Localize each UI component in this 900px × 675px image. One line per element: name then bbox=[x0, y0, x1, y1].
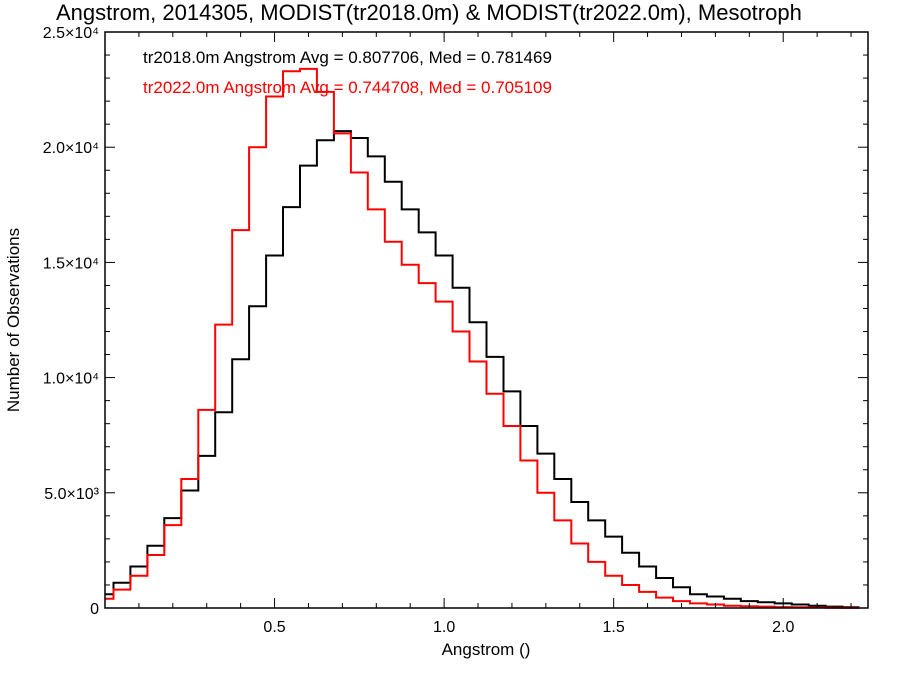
annotations-layer: tr2018.0m Angstrom Avg = 0.807706, Med =… bbox=[143, 48, 552, 97]
stats-annotation-tr2022.0m: tr2022.0m Angstrom Avg = 0.744708, Med =… bbox=[143, 78, 552, 97]
chart-title: Angstrom, 2014305, MODIST(tr2018.0m) & M… bbox=[56, 0, 802, 25]
y-tick-label: 1.5×10⁴ bbox=[43, 255, 99, 272]
y-tick-label: 0 bbox=[90, 601, 99, 618]
x-tick-label: 1.0 bbox=[433, 619, 455, 636]
y-axis-label: Number of Observations bbox=[4, 228, 23, 412]
series-line-tr2018.0m bbox=[105, 130, 860, 609]
y-tick-label: 2.5×10⁴ bbox=[43, 25, 99, 42]
y-tick-label: 5.0×10³ bbox=[44, 486, 99, 503]
stats-annotation-tr2018.0m: tr2018.0m Angstrom Avg = 0.807706, Med =… bbox=[143, 48, 552, 67]
plot-frame bbox=[104, 31, 869, 609]
ticks-layer: 0.5 1.0 1.5 2.0 0 5.0×10³ 1.0×10⁴ 1.5×10⁴ 2.0×10… bbox=[43, 25, 868, 636]
y-tick-label: 2.0×10⁴ bbox=[43, 140, 99, 157]
series-line-tr2022.0m bbox=[105, 67, 860, 609]
x-tick-label: 0.5 bbox=[263, 619, 285, 636]
x-tick-label: 2.0 bbox=[772, 619, 794, 636]
series-layer bbox=[105, 67, 860, 609]
x-tick-label: 1.5 bbox=[603, 619, 625, 636]
x-axis-label: Angstrom () bbox=[442, 640, 531, 659]
y-tick-label: 1.0×10⁴ bbox=[43, 371, 99, 388]
